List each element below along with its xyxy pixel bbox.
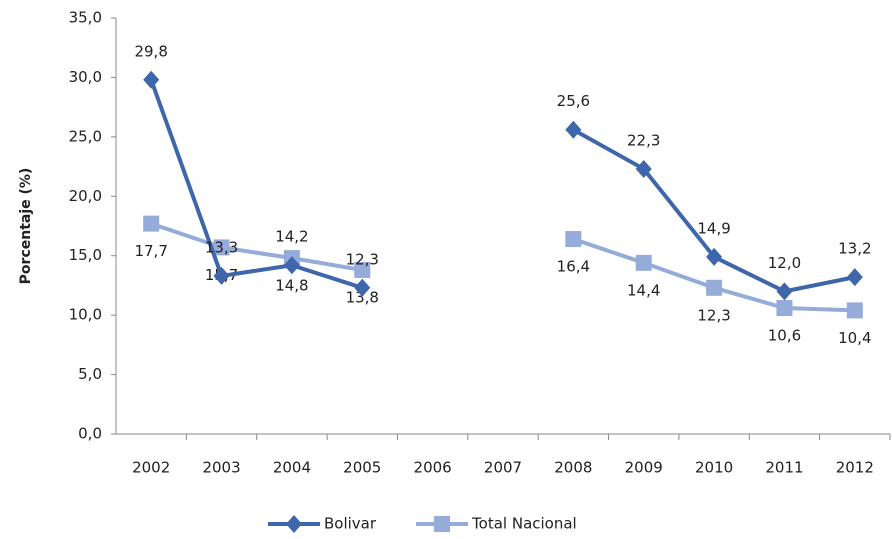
y-tick-label: 35,0 <box>69 9 102 27</box>
x-tick-label: 2010 <box>695 459 733 477</box>
legend-label: Total Nacional <box>471 515 577 533</box>
data-label: 22,3 <box>627 131 660 149</box>
legend-label: Bolivar <box>324 515 377 533</box>
series-marker <box>706 247 723 266</box>
data-label: 17,7 <box>134 242 167 260</box>
x-tick-label: 2008 <box>554 459 592 477</box>
x-tick-label: 2003 <box>202 459 240 477</box>
series-marker <box>565 231 582 248</box>
data-label: 29,8 <box>134 42 167 60</box>
data-label: 16,4 <box>557 258 590 276</box>
series-marker <box>846 302 863 319</box>
data-label: 14,8 <box>275 277 308 295</box>
series-marker <box>776 282 793 301</box>
legend-marker <box>286 515 302 533</box>
data-label: 25,6 <box>557 92 590 110</box>
y-axis-label: Porcentaje (%) <box>18 168 34 285</box>
x-tick-label: 2009 <box>625 459 663 477</box>
x-tick-label: 2005 <box>343 459 381 477</box>
data-label: 13,2 <box>838 240 871 258</box>
x-tick-label: 2004 <box>273 459 311 477</box>
x-tick-label: 2007 <box>484 459 522 477</box>
series-marker <box>354 278 371 297</box>
series-marker <box>706 279 723 296</box>
series-line <box>150 221 363 272</box>
y-tick-label: 30,0 <box>69 68 102 86</box>
y-tick-label: 25,0 <box>69 127 102 145</box>
series-marker <box>635 254 652 271</box>
data-label: 10,6 <box>768 327 801 345</box>
y-tick-label: 5,0 <box>78 365 102 383</box>
legend-marker <box>434 516 451 532</box>
data-label: 13,3 <box>205 238 238 256</box>
series-marker <box>283 256 300 275</box>
series-line <box>149 79 363 290</box>
series-marker <box>213 266 230 285</box>
data-label: 12,3 <box>346 250 379 268</box>
data-label: 13,8 <box>346 288 379 306</box>
y-tick-label: 20,0 <box>69 187 102 205</box>
data-label: 14,4 <box>627 281 660 299</box>
data-label: 14,9 <box>697 219 730 237</box>
data-label: 12,3 <box>697 306 730 324</box>
x-tick-label: 2002 <box>132 459 170 477</box>
series-marker <box>354 261 371 278</box>
y-tick-label: 10,0 <box>69 306 102 324</box>
data-label: 10,4 <box>838 329 871 347</box>
series-marker <box>565 120 582 139</box>
series-marker <box>143 70 160 89</box>
data-label: 14,2 <box>275 228 308 246</box>
series-marker <box>776 300 793 317</box>
series-marker <box>846 268 863 287</box>
y-tick-label: 15,0 <box>69 246 102 264</box>
x-tick-label: 2012 <box>836 459 874 477</box>
data-label: 12,0 <box>768 254 801 272</box>
series-marker <box>635 159 652 178</box>
x-tick-label: 2011 <box>765 459 803 477</box>
series-marker <box>143 215 160 232</box>
x-tick-label: 2006 <box>414 459 452 477</box>
series-line <box>572 127 856 294</box>
y-tick-label: 0,0 <box>78 425 102 443</box>
series-marker <box>213 239 230 256</box>
